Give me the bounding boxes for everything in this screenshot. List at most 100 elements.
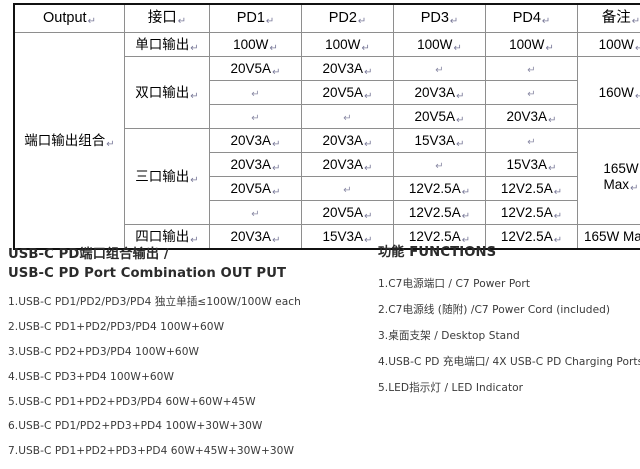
return-mark-icon: ↵ (272, 67, 280, 79)
list-item: 6.USB-C PD1/PD2+PD3+PD4 100W+30W+30W (8, 419, 364, 434)
cell-pd4-empty: ↵ (486, 57, 578, 81)
return-mark-icon: ↵ (272, 235, 280, 247)
empty-cell-mark-icon: ↵ (435, 65, 443, 77)
table-header-row: Output↵ 接口↵ PD1↵ PD2↵ PD3↵ PD4↵ 备注↵ (14, 4, 640, 33)
cell-note: 160W↵ (578, 57, 640, 129)
return-mark-icon: ↵ (364, 91, 372, 103)
list-item: 2.USB-C PD1+PD2/PD3/PD4 100W+60W (8, 320, 364, 335)
empty-cell-mark-icon: ↵ (527, 137, 535, 149)
return-mark-icon: ↵ (272, 163, 280, 175)
return-mark-icon: ↵ (364, 67, 372, 79)
functions-list: 1.C7电源端口 / C7 Power Port 2.C7电源线 (随附) /C… (378, 277, 636, 396)
return-mark-icon: ↵ (269, 43, 277, 55)
return-mark-icon: ↵ (635, 43, 640, 55)
column-header-pd3: PD3↵ (394, 4, 486, 33)
empty-cell-mark-icon: ↵ (343, 113, 351, 125)
return-mark-icon: ↵ (361, 43, 369, 55)
list-item: 5.LED指示灯 / LED Indicator (378, 381, 636, 396)
column-header-pd2: PD2↵ (302, 4, 394, 33)
return-mark-icon: ↵ (364, 235, 372, 247)
return-mark-icon: ↵ (272, 187, 280, 199)
return-mark-icon: ↵ (190, 235, 198, 247)
return-mark-icon: ↵ (456, 115, 464, 127)
return-mark-icon: ↵ (364, 139, 372, 151)
column-header-note: 备注↵ (578, 4, 640, 33)
interface-label-triple-port: 三口输出↵ (125, 129, 210, 225)
return-mark-icon: ↵ (106, 139, 114, 151)
cell-pd3: 12V2.5A↵ (394, 177, 486, 201)
return-mark-icon: ↵ (456, 91, 464, 103)
table-row: 端口输出组合↵ 单口输出↵ 100W↵ 100W↵ 100W↵ 100W↵ 10… (14, 33, 640, 57)
return-mark-icon: ↵ (548, 163, 556, 175)
empty-cell-mark-icon: ↵ (343, 185, 351, 197)
empty-cell-mark-icon: ↵ (251, 113, 259, 125)
empty-cell-mark-icon: ↵ (251, 209, 259, 221)
cell-pd3: 20V5A↵ (394, 105, 486, 129)
return-mark-icon: ↵ (272, 139, 280, 151)
return-mark-icon: ↵ (630, 183, 638, 195)
cell-pd1: 20V3A↵ (210, 153, 302, 177)
usbc-combination-list: 1.USB-C PD1/PD2/PD3/PD4 独立单插≤100W/100W e… (8, 295, 364, 458)
cell-pd4: 15V3A↵ (486, 153, 578, 177)
column-header-pd4: PD4↵ (486, 4, 578, 33)
cell-pd2-empty: ↵ (302, 105, 394, 129)
list-item: 4.USB-C PD 充电端口/ 4X USB-C PD Charging Po… (378, 355, 636, 370)
functions-section-title: 功能 FUNCTIONS (378, 244, 636, 263)
return-mark-icon: ↵ (545, 43, 553, 55)
return-mark-icon: ↵ (450, 16, 458, 28)
functions-section: 功能 FUNCTIONS 1.C7电源端口 / C7 Power Port 2.… (378, 244, 636, 407)
cell-pd1-empty: ↵ (210, 201, 302, 225)
interface-label-dual-port: 双口输出↵ (125, 57, 210, 129)
return-mark-icon: ↵ (554, 187, 562, 199)
spec-table-container: Output↵ 接口↵ PD1↵ PD2↵ PD3↵ PD4↵ 备注↵ 端口输出… (13, 3, 626, 250)
cell-pd2-empty: ↵ (302, 177, 394, 201)
usbc-section-title-cn: USB-C PD端口组合输出 / (8, 247, 169, 262)
column-header-output: Output↵ (14, 4, 125, 33)
usbc-section-title: USB-C PD端口组合输出 / USB-C PD Port Combinati… (8, 246, 364, 283)
column-header-pd1: PD1↵ (210, 4, 302, 33)
return-mark-icon: ↵ (364, 211, 372, 223)
cell-pd3: 100W↵ (394, 33, 486, 57)
return-mark-icon: ↵ (178, 16, 186, 28)
cell-pd2: 20V5A↵ (302, 201, 394, 225)
return-mark-icon: ↵ (364, 163, 372, 175)
cell-pd4: 12V2.5A↵ (486, 201, 578, 225)
return-mark-icon: ↵ (453, 43, 461, 55)
return-mark-icon: ↵ (462, 211, 470, 223)
cell-pd1: 20V5A↵ (210, 177, 302, 201)
empty-cell-mark-icon: ↵ (435, 161, 443, 173)
cell-pd4: 20V3A↵ (486, 105, 578, 129)
usbc-pd-combination-section: USB-C PD端口组合输出 / USB-C PD Port Combinati… (8, 246, 364, 469)
usbc-section-title-en: USB-C PD Port Combination OUT PUT (8, 266, 286, 281)
empty-cell-mark-icon: ↵ (527, 65, 535, 77)
cell-pd1: 20V3A↵ (210, 129, 302, 153)
return-mark-icon: ↵ (358, 16, 366, 28)
list-item: 5.USB-C PD1+PD2+PD3/PD4 60W+60W+45W (8, 395, 364, 410)
return-mark-icon: ↵ (190, 43, 198, 55)
cell-pd2: 100W↵ (302, 33, 394, 57)
cell-pd1: 100W↵ (210, 33, 302, 57)
empty-cell-mark-icon: ↵ (251, 89, 259, 101)
cell-pd3: 15V3A↵ (394, 129, 486, 153)
cell-pd4: 12V2.5A↵ (486, 177, 578, 201)
cell-pd2: 20V3A↵ (302, 57, 394, 81)
list-item: 7.USB-C PD1+PD2+PD3+PD4 60W+45W+30W+30W (8, 444, 364, 459)
list-item: 4.USB-C PD3+PD4 100W+60W (8, 370, 364, 385)
return-mark-icon: ↵ (554, 211, 562, 223)
cell-pd1-empty: ↵ (210, 81, 302, 105)
cell-pd4-empty: ↵ (486, 129, 578, 153)
cell-pd2: 20V3A↵ (302, 153, 394, 177)
cell-note: 100W↵ (578, 33, 640, 57)
return-mark-icon: ↵ (88, 16, 96, 28)
return-mark-icon: ↵ (635, 91, 640, 103)
list-item: 1.USB-C PD1/PD2/PD3/PD4 独立单插≤100W/100W e… (8, 295, 364, 310)
return-mark-icon: ↵ (462, 187, 470, 199)
cell-pd1: 20V5A↵ (210, 57, 302, 81)
empty-cell-mark-icon: ↵ (527, 89, 535, 101)
list-item: 3.桌面支架 / Desktop Stand (378, 329, 636, 344)
cell-pd3: 20V3A↵ (394, 81, 486, 105)
list-item: 1.C7电源端口 / C7 Power Port (378, 277, 636, 292)
cell-pd1-empty: ↵ (210, 105, 302, 129)
return-mark-icon: ↵ (548, 115, 556, 127)
